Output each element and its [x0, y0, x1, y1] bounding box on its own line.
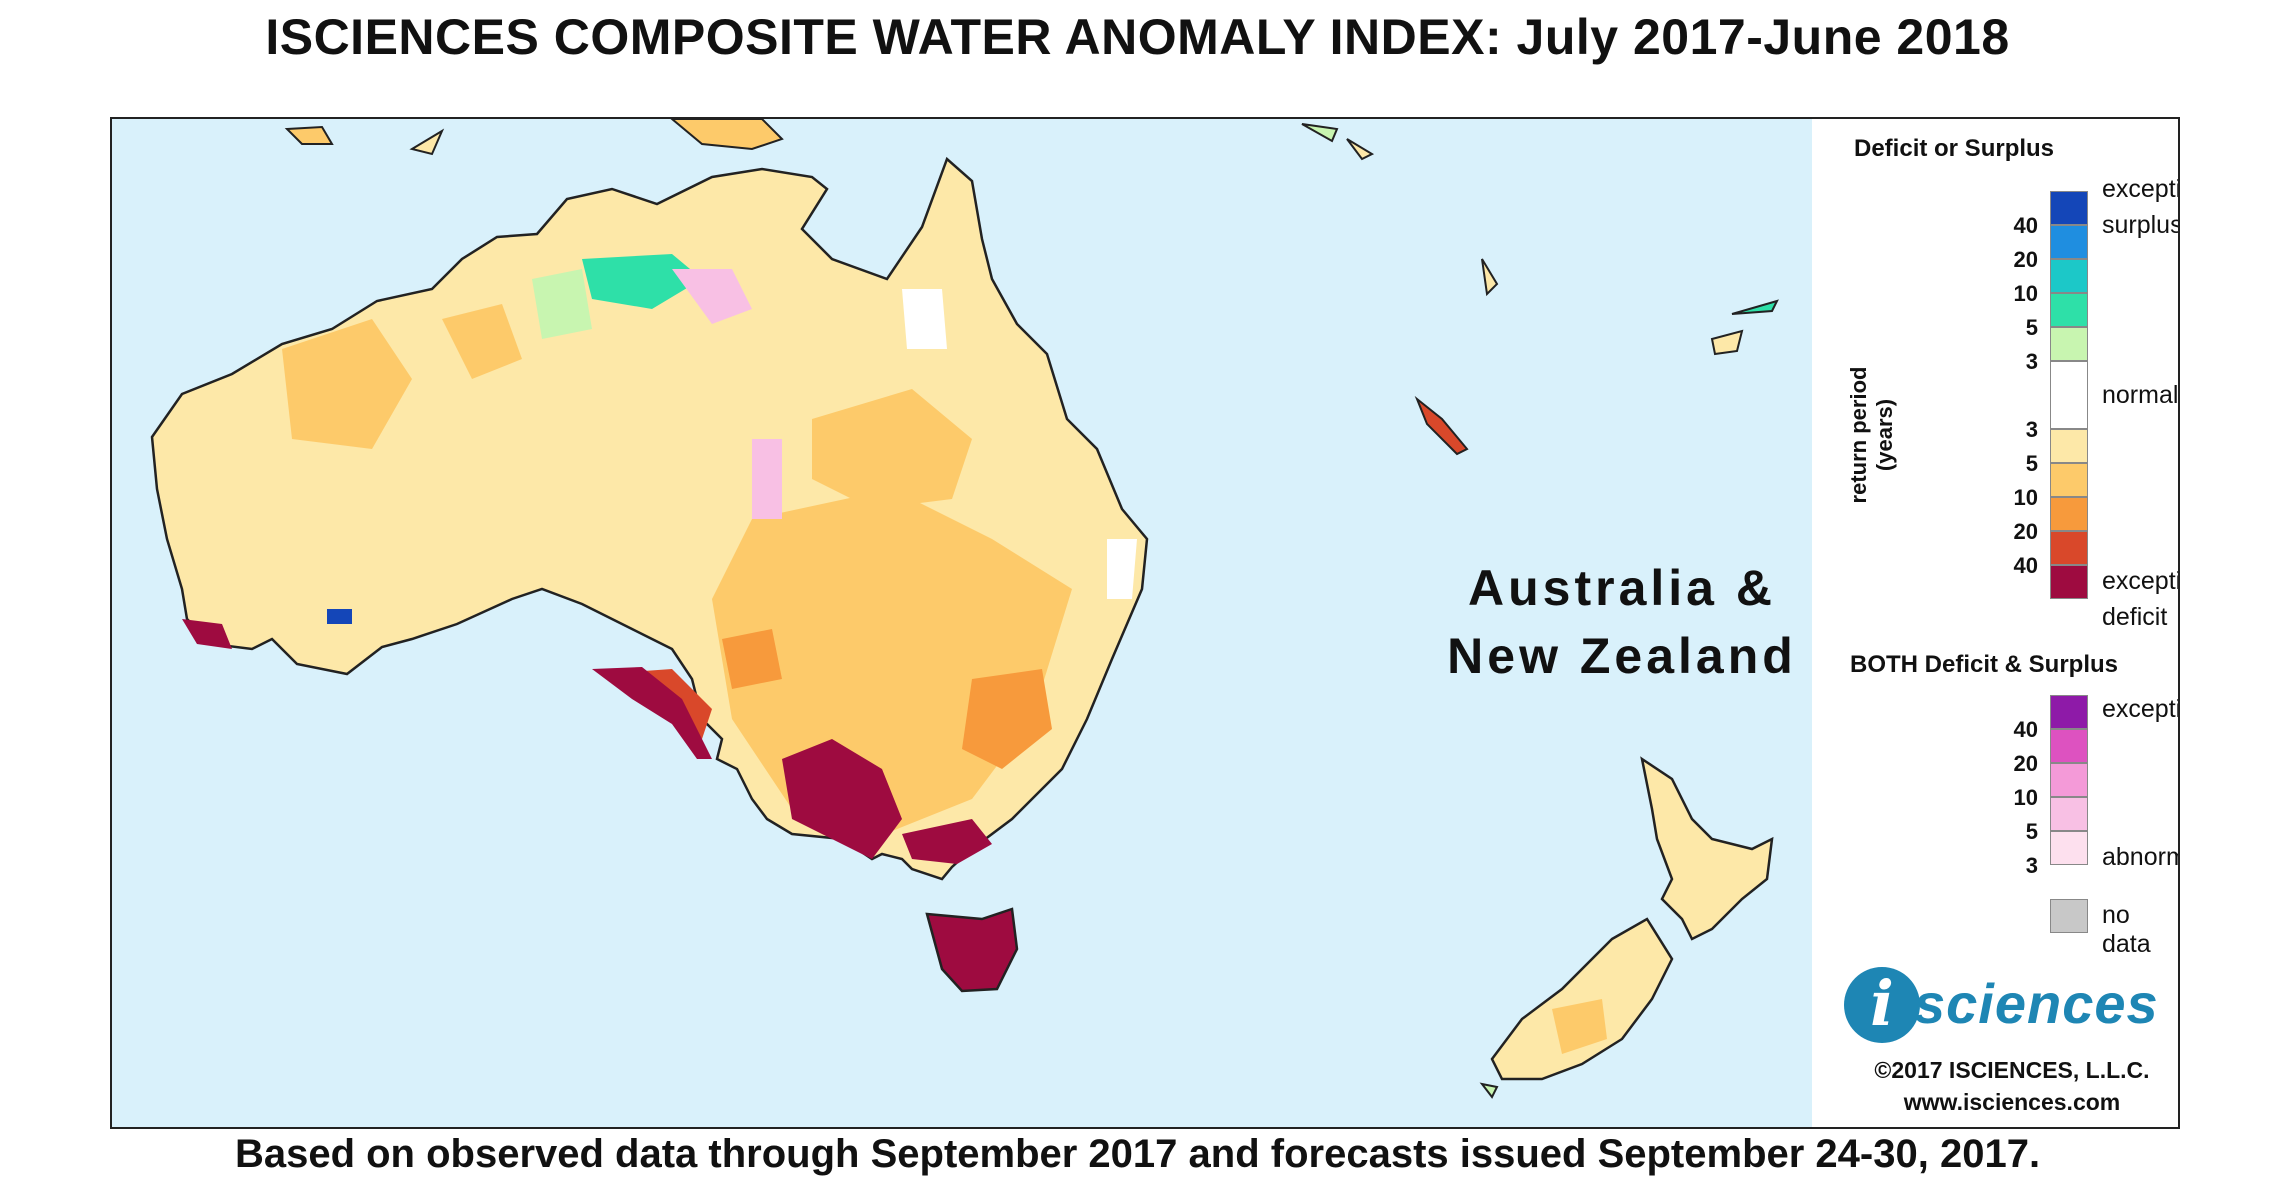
- label-both-abnormal: abnormal: [2102, 843, 2178, 871]
- deficit-40-region-victoria-coast: [902, 819, 992, 864]
- footer-note: Based on observed data through September…: [234, 1132, 2041, 1176]
- map-frame: Australia & New Zealand Deficit or Surpl…: [110, 117, 2180, 1129]
- tick-surplus-5: 5: [2025, 315, 2038, 340]
- new-zealand-north-island: [1640, 756, 1774, 941]
- tick-deficit-40: 40: [2013, 553, 2038, 578]
- swatch-both-3: [2050, 831, 2088, 865]
- tick-deficit-10: 10: [2013, 485, 2038, 510]
- label-exceptional-deficit-2: deficit: [2102, 603, 2168, 631]
- swatch-both-5: [2050, 797, 2088, 831]
- timor: [409, 128, 445, 156]
- map-title: ISCIENCES COMPOSITE WATER ANOMALY INDEX:…: [265, 9, 2010, 65]
- new-caledonia: [1414, 395, 1469, 456]
- label-no-data: no data: [2102, 901, 2151, 958]
- legend: Deficit or Surplus return period (years)…: [1812, 119, 2178, 1127]
- new-zealand-deficit-patch: [1552, 999, 1607, 1054]
- swatch-surplus-5: [2050, 293, 2088, 327]
- isciences-logo: i sciences: [1844, 967, 2174, 1047]
- swatch-both-10: [2050, 763, 2088, 797]
- legend-heading-both: BOTH Deficit & Surplus: [1850, 651, 2119, 678]
- australia-mainland: [150, 156, 1149, 881]
- normal-region-capeyork: [902, 289, 947, 349]
- island-solomon-2: [1346, 138, 1375, 161]
- tick-surplus-10: 10: [2013, 281, 2038, 306]
- label-both-exceptional: exceptional: [2102, 695, 2178, 723]
- tick-both-3: 3: [2025, 853, 2038, 878]
- logo-i-icon: i: [1844, 967, 1920, 1043]
- swatch-deficit-5: [2050, 463, 2088, 497]
- label-exceptional-surplus-2: surplus: [2102, 211, 2180, 239]
- logo-wordmark: sciences: [1914, 972, 2159, 1035]
- anomaly-map: Australia & New Zealand: [112, 119, 1812, 1127]
- swatch-surplus-40: [2050, 191, 2088, 225]
- new-guinea-south: [670, 119, 784, 151]
- legend-axis-label: return period (years): [1846, 366, 1897, 504]
- both-3-region-north: [672, 269, 752, 324]
- swatch-deficit-3: [2050, 429, 2088, 463]
- new-zealand-south-island: [1490, 917, 1674, 1081]
- fiji: [1710, 329, 1744, 356]
- deficit-5-region-north: [442, 304, 522, 379]
- region-label-line1: Australia &: [1468, 560, 1776, 616]
- deficit-40-region-bight: [592, 667, 712, 759]
- deficit-5-region-west: [282, 319, 412, 449]
- region-label: Australia & New Zealand: [1322, 554, 1922, 690]
- tick-surplus-3: 3: [2025, 349, 2038, 374]
- island-vanuatu: [1481, 258, 1499, 297]
- normal-region-east: [1107, 539, 1137, 599]
- tick-both-5: 5: [2025, 819, 2038, 844]
- swatch-surplus-3: [2050, 327, 2088, 361]
- swatch-both-20: [2050, 729, 2088, 763]
- tick-both-40: 40: [2013, 717, 2038, 742]
- tick-surplus-40: 40: [2013, 213, 2038, 238]
- deficit-10-region-sa: [722, 629, 782, 689]
- deficit-40-region-southeast-coast: [782, 739, 902, 859]
- swatch-deficit-20: [2050, 531, 2088, 565]
- swatch-surplus-20: [2050, 225, 2088, 259]
- label-normal: normal: [2102, 381, 2179, 409]
- deficit-40-region-southwest: [182, 619, 232, 649]
- island-solomon-1: [1301, 123, 1339, 143]
- swatch-no-data: [2050, 899, 2088, 933]
- swatch-both-40: [2050, 695, 2088, 729]
- surplus-5-region-arnhem: [582, 254, 702, 309]
- tick-deficit-3: 3: [2025, 417, 2038, 442]
- surplus-3-region-north: [532, 269, 592, 339]
- tick-both-10: 10: [2013, 785, 2038, 810]
- swatch-normal: [2050, 361, 2088, 429]
- deficit-10-region-nsw: [962, 669, 1052, 769]
- swatch-surplus-10: [2050, 259, 2088, 293]
- legend-heading-deficit-surplus: Deficit or Surplus: [1854, 135, 2055, 162]
- surplus-40-spot-west: [327, 609, 352, 624]
- copyright: ©2017 ISCIENCES, L.L.C.: [1874, 1057, 2150, 1083]
- tick-surplus-20: 20: [2013, 247, 2038, 272]
- website-url: www.isciences.com: [1903, 1089, 2121, 1115]
- tick-deficit-20: 20: [2013, 519, 2038, 544]
- swatch-deficit-40: [2050, 565, 2088, 599]
- tick-deficit-5: 5: [2025, 451, 2038, 476]
- label-exceptional-deficit-1: exceptional: [2102, 567, 2178, 595]
- label-exceptional-surplus-1: exceptional: [2102, 175, 2178, 203]
- tick-both-20: 20: [2013, 751, 2038, 776]
- new-zealand-stewart: [1479, 1082, 1499, 1099]
- region-label-line2: New Zealand: [1447, 628, 1797, 684]
- fiji-2: [1731, 299, 1779, 315]
- deficit-5-region-queensland: [812, 389, 972, 509]
- new-guinea-west: [284, 125, 334, 145]
- both-5-region-central: [752, 439, 782, 519]
- map-svg: [150, 119, 1779, 1099]
- tasmania: [925, 907, 1019, 993]
- swatch-deficit-10: [2050, 497, 2088, 531]
